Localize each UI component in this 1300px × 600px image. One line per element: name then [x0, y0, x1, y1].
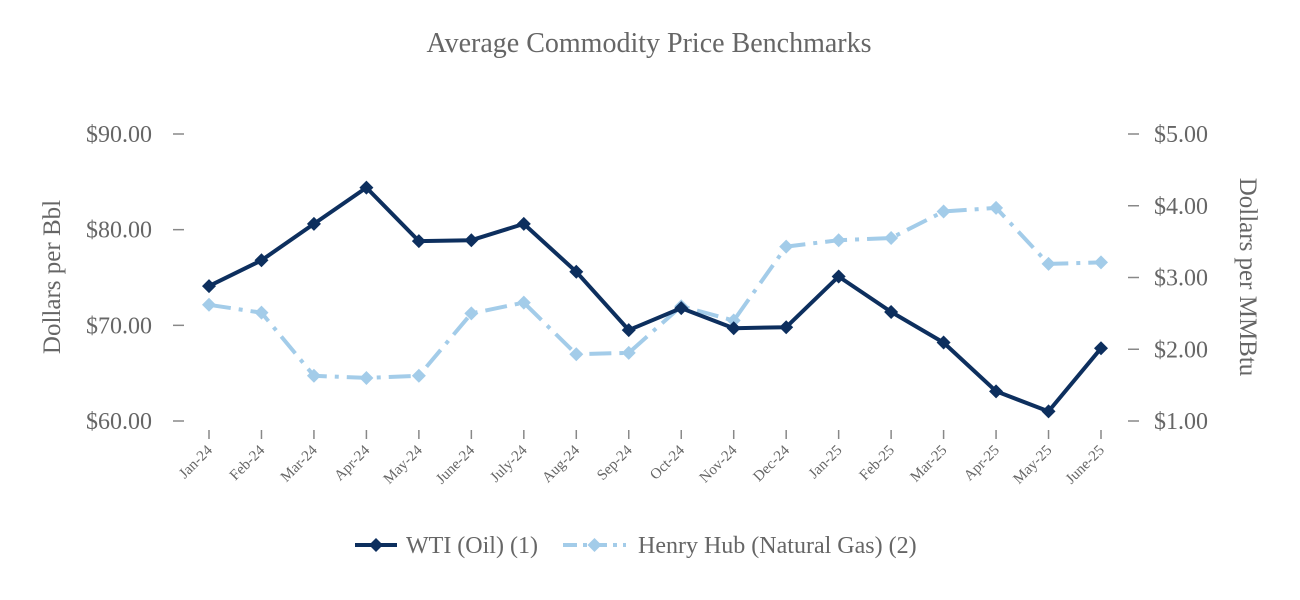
henry-hub-data-point [202, 297, 216, 312]
henry-hub-data-point [516, 295, 531, 310]
x-tick-label: May-25 [1010, 443, 1055, 488]
legend-label: WTI (Oil) (1) [406, 533, 538, 559]
x-tick-label: June-25 [1063, 443, 1108, 488]
wti-data-point [254, 253, 269, 268]
y-right-axis-title: Dollars per MMBtu [1234, 178, 1261, 377]
y-right-tick-label: $3.00 [1154, 266, 1208, 292]
henry-hub-data-point [831, 233, 846, 248]
x-tick-label: Sep-24 [594, 442, 636, 484]
x-tick-label: July-24 [488, 442, 531, 485]
henry-hub-data-point [306, 368, 321, 383]
chart-title: Average Commodity Price Benchmarks [426, 28, 871, 59]
henry-hub-series-line [208, 205, 1102, 380]
wti-data-point [726, 321, 741, 336]
x-tick-label: Mar-25 [908, 443, 951, 486]
x-tick-label: Nov-24 [697, 442, 741, 486]
y-left-tick-label: $80.00 [86, 218, 152, 244]
y-right-tick-label: $5.00 [1154, 122, 1208, 148]
wti-data-point [936, 335, 951, 350]
wti-data-point [884, 304, 899, 319]
x-tick-label: May-24 [381, 442, 426, 487]
y-left-axis: $60.00 $70.00 $80.00 $90.00 [86, 122, 184, 435]
wti-data-point [202, 279, 216, 294]
henry-hub-data-point [411, 368, 426, 383]
series-layer [202, 180, 1108, 419]
wti-data-point [621, 323, 636, 338]
henry-hub-data-point [569, 347, 584, 362]
x-axis: Jan-24 Feb-24 Mar-24 Apr-24 May-24 June-24 Jul… [176, 430, 1108, 487]
y-right-axis: $1.00 $2.00 $3.00 $4.00 $5.00 [1128, 122, 1208, 435]
henry-hub-data-point [936, 204, 951, 219]
x-tick-label: Jan-25 [806, 443, 846, 483]
henry-hub-data-point [1041, 256, 1056, 271]
x-tick-label: Jan-24 [176, 442, 216, 482]
legend-item-wti: WTI (Oil) (1) [355, 533, 538, 559]
wti-data-point [989, 384, 1004, 399]
wti-data-point [569, 264, 584, 279]
x-tick-label: Apr-24 [331, 442, 373, 484]
wti-data-point [359, 180, 374, 195]
x-tick-label: Mar-24 [278, 442, 321, 485]
henry-hub-data-point [254, 305, 269, 320]
henry-hub-data-point [726, 313, 741, 328]
wti-data-point [1041, 404, 1056, 419]
henry-hub-data-point [621, 345, 636, 360]
x-tick-label: Aug-24 [539, 442, 583, 486]
wti-data-point [306, 216, 321, 231]
henry-hub-data-point [1094, 255, 1108, 270]
wti-data-point [831, 269, 846, 284]
wti-data-point [464, 233, 479, 248]
y-right-tick-label: $2.00 [1154, 337, 1208, 363]
wti-data-point [516, 216, 531, 231]
x-tick-label: Feb-25 [857, 443, 898, 484]
x-tick-label: Dec-24 [750, 442, 793, 485]
y-left-tick-label: $60.00 [86, 409, 152, 435]
y-right-tick-label: $1.00 [1154, 409, 1208, 435]
x-tick-label: June-24 [433, 442, 478, 487]
henry-hub-data-point [464, 306, 479, 321]
wti-data-point [1094, 341, 1108, 356]
henry-hub-data-point [779, 239, 794, 254]
legend: WTI (Oil) (1) Henry Hub (Natural Gas) (2) [355, 533, 917, 559]
y-left-tick-label: $90.00 [86, 122, 152, 148]
henry-hub-data-point [359, 370, 374, 385]
y-left-axis-title: Dollars per Bbl [39, 200, 66, 354]
henry-hub-data-point [989, 200, 1004, 215]
legend-item-henry-hub: Henry Hub (Natural Gas) (2) [563, 533, 917, 559]
x-tick-label: Oct-24 [647, 442, 688, 483]
wti-data-point [674, 301, 689, 316]
wti-data-point [411, 234, 426, 249]
y-right-tick-label: $4.00 [1154, 194, 1208, 220]
wti-series-line [208, 185, 1103, 414]
legend-marker [587, 538, 602, 552]
henry-hub-data-point [884, 231, 899, 246]
x-tick-label: Apr-25 [961, 443, 1003, 485]
y-left-tick-label: $70.00 [86, 313, 152, 339]
x-tick-label: Feb-24 [227, 442, 269, 484]
legend-marker [369, 538, 383, 552]
wti-data-point [779, 320, 794, 335]
legend-label: Henry Hub (Natural Gas) (2) [638, 533, 917, 559]
